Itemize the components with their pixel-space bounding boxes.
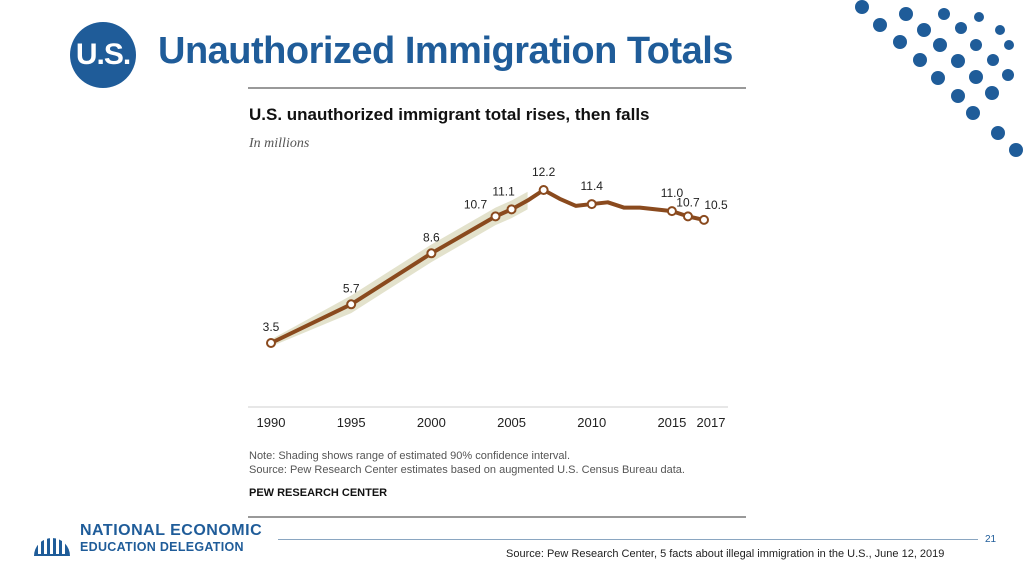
slide-title: Unauthorized Immigration Totals <box>158 30 733 72</box>
chart-source: Source: Pew Research Center estimates ba… <box>249 464 685 476</box>
page-number: 21 <box>985 534 997 545</box>
logo-line2: EDUCATION DELEGATION <box>80 540 244 554</box>
series-line-layer <box>269 188 706 345</box>
x-tick-labels: 1990 1995 2000 2005 2010 2015 2017 <box>257 415 726 430</box>
x-tick-label: 1990 <box>257 415 286 430</box>
x-tick-label: 2000 <box>417 415 446 430</box>
data-label: 8.6 <box>423 230 440 244</box>
x-tick-label: 2005 <box>497 415 526 430</box>
data-label: 10.7 <box>464 197 488 211</box>
us-badge: U.S. <box>70 22 136 88</box>
x-tick-label: 2010 <box>577 415 606 430</box>
data-point <box>682 211 693 222</box>
chart-subtitle: In millions <box>248 136 310 151</box>
x-tick-label: 2017 <box>697 415 726 430</box>
data-label: 12.2 <box>532 165 556 179</box>
data-point <box>266 338 276 348</box>
data-label: 10.5 <box>704 198 728 212</box>
chart-credit: PEW RESEARCH CENTER <box>249 487 387 499</box>
data-point <box>699 214 709 225</box>
logo-line1: NATIONAL ECONOMIC <box>80 522 263 539</box>
data-point <box>586 199 597 210</box>
points-layer <box>266 185 709 348</box>
confidence-band-layer <box>271 191 528 347</box>
data-label: 3.5 <box>263 320 280 334</box>
series-line <box>269 188 706 345</box>
data-point <box>538 185 549 195</box>
x-tick-label: 2015 <box>657 415 686 430</box>
data-label: 5.7 <box>343 281 360 295</box>
decorative-dots <box>855 0 1023 157</box>
chart-note: Note: Shading shows range of estimated 9… <box>249 450 570 462</box>
value-labels-layer: 3.55.78.610.711.112.211.411.010.7 10.5 <box>263 165 728 334</box>
data-point <box>490 211 501 222</box>
data-point <box>346 299 357 310</box>
data-point <box>506 204 517 215</box>
data-label: 11.4 <box>581 179 604 193</box>
ned-logo-icon <box>34 530 70 556</box>
data-point <box>426 248 437 259</box>
x-tick-label: 1995 <box>337 415 366 430</box>
data-point <box>666 206 677 217</box>
footer-divider <box>278 539 978 540</box>
data-label: 11.0 <box>661 186 684 200</box>
slide-source: Source: Pew Research Center, 5 facts abo… <box>506 548 945 560</box>
data-label: 11.1 <box>492 184 515 198</box>
confidence-band <box>271 191 528 347</box>
data-label: 10.7 <box>676 195 700 209</box>
chart-title: U.S. unauthorized immigrant total rises,… <box>249 105 650 124</box>
